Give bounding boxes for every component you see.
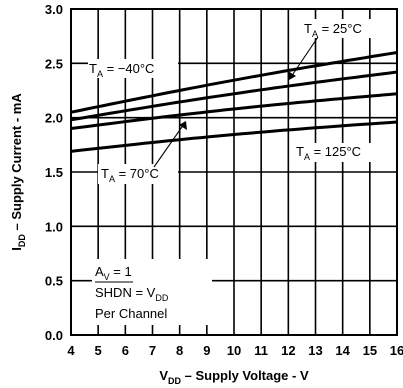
y-tick-label-2.5: 2.5 bbox=[45, 56, 63, 71]
y-tick-labels: 0.0 0.5 1.0 1.5 2.0 2.5 3.0 bbox=[45, 2, 63, 343]
y-tick-label-0.5: 0.5 bbox=[45, 274, 63, 289]
condition-shutdown: SHDN = VDD bbox=[95, 285, 169, 303]
y-tick-label-3.0: 3.0 bbox=[45, 2, 63, 17]
x-tick-label-8: 8 bbox=[176, 343, 183, 358]
x-tick-label-12: 12 bbox=[281, 343, 295, 358]
label-mask-125c bbox=[293, 143, 383, 162]
condition-gain: AV = 1 bbox=[95, 264, 132, 282]
y-tick-label-1.0: 1.0 bbox=[45, 219, 63, 234]
x-tick-label-6: 6 bbox=[122, 343, 129, 358]
x-tick-label-16: 16 bbox=[390, 343, 403, 358]
y-tick-label-1.5: 1.5 bbox=[45, 165, 63, 180]
y-tick-label-2.0: 2.0 bbox=[45, 111, 63, 126]
x-tick-labels: 4 5 6 7 8 9 10 11 12 13 14 15 16 bbox=[67, 343, 403, 358]
leader-line-25c bbox=[290, 36, 319, 78]
x-tick-label-11: 11 bbox=[254, 343, 268, 358]
label-mask-neg40c bbox=[88, 59, 178, 78]
x-tick-label-7: 7 bbox=[149, 343, 156, 358]
label-mask-70c bbox=[98, 164, 178, 184]
series-line-25c bbox=[70, 70, 398, 122]
label-mask-25c bbox=[303, 19, 375, 38]
plot-frame bbox=[70, 8, 398, 336]
series-line-70c bbox=[70, 92, 398, 130]
x-tick-label-9: 9 bbox=[203, 343, 210, 358]
y-tick-label-0.0: 0.0 bbox=[45, 328, 63, 343]
x-tick-label-13: 13 bbox=[308, 343, 322, 358]
x-tick-label-10: 10 bbox=[227, 343, 241, 358]
series-line-125c bbox=[70, 120, 398, 153]
x-tick-label-14: 14 bbox=[335, 343, 350, 358]
leader-line-70c bbox=[153, 123, 185, 168]
series-lines bbox=[70, 51, 398, 153]
series-label-25c: TA = 25°C bbox=[304, 21, 362, 39]
x-tick-label-15: 15 bbox=[363, 343, 377, 358]
condition-per-channel: Per Channel bbox=[95, 306, 167, 321]
x-axis-title: VDD – Supply Voltage - V bbox=[159, 368, 309, 386]
arrowhead-70c bbox=[179, 121, 187, 130]
series-label-neg40c: TA = −40°C bbox=[89, 61, 154, 79]
x-tick-label-4: 4 bbox=[67, 343, 75, 358]
series-line-neg40c bbox=[70, 51, 398, 114]
conditions-mask bbox=[92, 259, 212, 325]
y-axis-title: IDD – Supply Current - mA bbox=[9, 93, 27, 251]
series-label-70c: TA = 70°C bbox=[101, 166, 159, 184]
series-label-125c: TA = 125°C bbox=[296, 144, 361, 162]
x-tick-label-5: 5 bbox=[95, 343, 102, 358]
arrowhead-25c bbox=[288, 71, 296, 80]
